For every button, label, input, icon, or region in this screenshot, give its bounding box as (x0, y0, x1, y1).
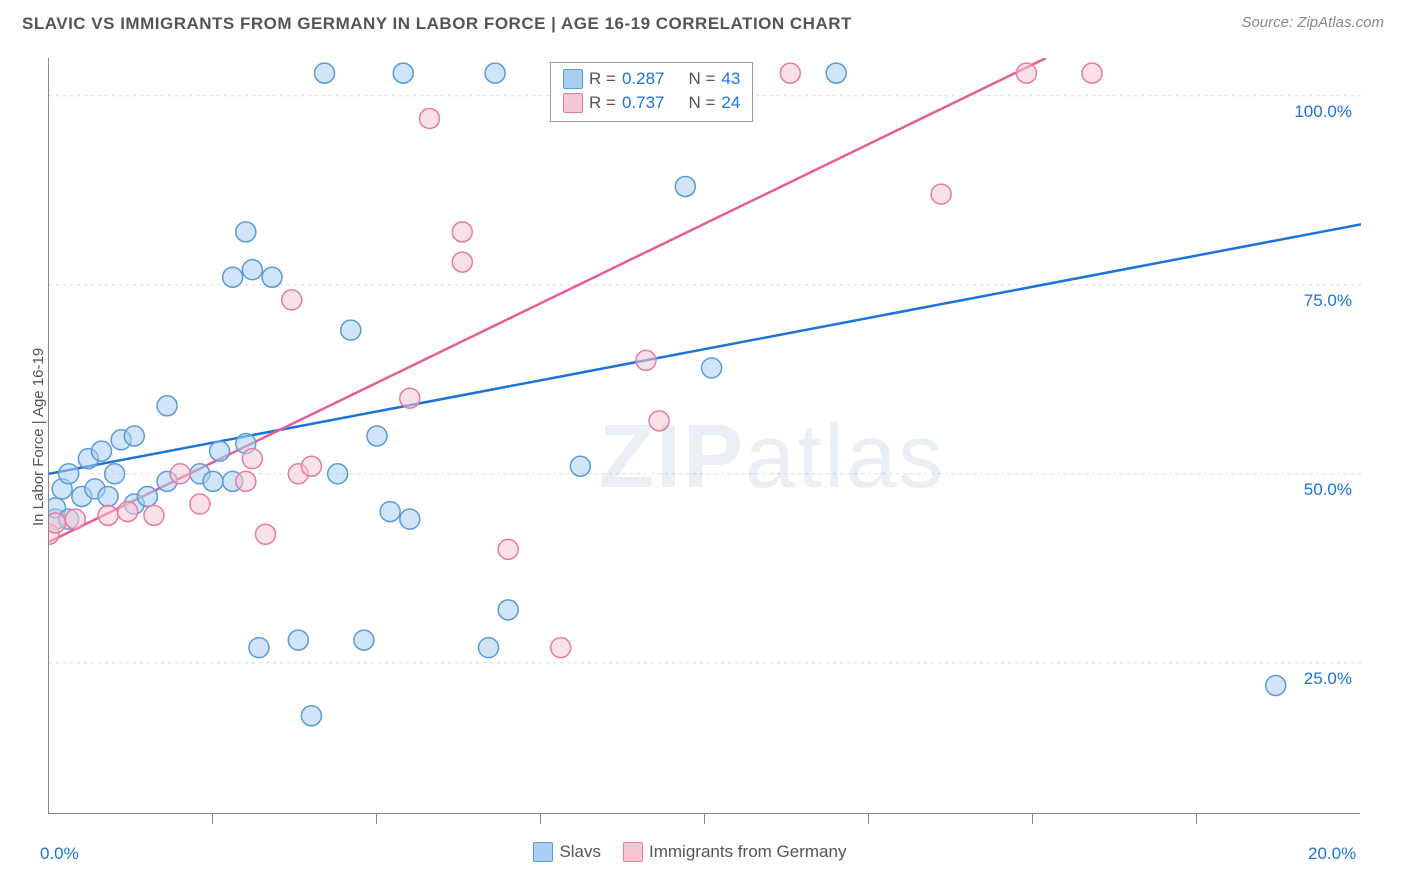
legend-swatch (623, 842, 643, 862)
data-point (498, 600, 518, 620)
data-point (485, 63, 505, 83)
data-point (170, 464, 190, 484)
data-point (301, 456, 321, 476)
r-label: R = (589, 69, 616, 89)
chart-plot-area (48, 58, 1360, 814)
r-value: 0.287 (622, 69, 665, 89)
x-tick (540, 814, 541, 824)
data-point (137, 486, 157, 506)
data-point (315, 63, 335, 83)
data-point (301, 706, 321, 726)
x-axis-max-label: 20.0% (1308, 844, 1356, 864)
y-tick-label: 50.0% (1282, 480, 1352, 500)
data-point (190, 494, 210, 514)
data-point (341, 320, 361, 340)
data-point (826, 63, 846, 83)
r-label: R = (589, 93, 616, 113)
data-point (157, 396, 177, 416)
data-point (649, 411, 669, 431)
data-point (203, 471, 223, 491)
data-point (452, 222, 472, 242)
data-point (124, 426, 144, 446)
series-legend-item: Immigrants from Germany (623, 842, 846, 862)
legend-swatch (563, 69, 583, 89)
data-point (675, 177, 695, 197)
data-point (118, 502, 138, 522)
data-point (1082, 63, 1102, 83)
legend-row: R = 0.287 N = 43 (563, 67, 740, 91)
data-point (98, 505, 118, 525)
data-point (236, 222, 256, 242)
data-point (210, 441, 230, 461)
data-point (98, 486, 118, 506)
legend-row: R = 0.737 N = 24 (563, 91, 740, 115)
data-point (242, 260, 262, 280)
data-point (400, 509, 420, 529)
data-point (570, 456, 590, 476)
y-tick-label: 75.0% (1282, 291, 1352, 311)
data-point (65, 509, 85, 529)
data-point (479, 638, 499, 658)
data-point (262, 267, 282, 287)
data-point (393, 63, 413, 83)
data-point (288, 630, 308, 650)
chart-header: SLAVIC VS IMMIGRANTS FROM GERMANY IN LAB… (0, 0, 1406, 42)
legend-swatch (533, 842, 553, 862)
data-point (59, 464, 79, 484)
n-value: 43 (721, 69, 740, 89)
data-point (380, 502, 400, 522)
data-point (242, 449, 262, 469)
data-point (354, 630, 374, 650)
data-point (367, 426, 387, 446)
y-tick-label: 25.0% (1282, 669, 1352, 689)
data-point (780, 63, 800, 83)
data-point (144, 505, 164, 525)
data-point (255, 524, 275, 544)
data-point (282, 290, 302, 310)
series-legend-item: Slavs (533, 842, 601, 862)
x-tick (1032, 814, 1033, 824)
chart-title: SLAVIC VS IMMIGRANTS FROM GERMANY IN LAB… (22, 14, 852, 34)
r-value: 0.737 (622, 93, 665, 113)
y-axis-label: In Labor Force | Age 16-19 (30, 348, 47, 526)
data-point (551, 638, 571, 658)
data-point (249, 638, 269, 658)
data-point (1016, 63, 1036, 83)
x-tick (376, 814, 377, 824)
series-legend: Slavs Immigrants from Germany (533, 842, 846, 862)
series-label: Immigrants from Germany (649, 842, 846, 862)
x-tick (1196, 814, 1197, 824)
correlation-legend: R = 0.287 N = 43 R = 0.737 N = 24 (550, 62, 753, 122)
x-tick (704, 814, 705, 824)
data-point (702, 358, 722, 378)
data-point (236, 471, 256, 491)
data-point (400, 388, 420, 408)
data-point (419, 108, 439, 128)
n-label: N = (688, 69, 715, 89)
n-value: 24 (721, 93, 740, 113)
chart-source: Source: ZipAtlas.com (1241, 14, 1384, 31)
x-tick (212, 814, 213, 824)
data-point (91, 441, 111, 461)
y-tick-label: 100.0% (1282, 102, 1352, 122)
data-point (452, 252, 472, 272)
data-point (498, 539, 518, 559)
n-label: N = (688, 93, 715, 113)
x-tick (868, 814, 869, 824)
data-point (105, 464, 125, 484)
data-point (328, 464, 348, 484)
data-point (49, 513, 66, 533)
series-label: Slavs (559, 842, 601, 862)
scatter-svg (49, 58, 1361, 814)
x-axis-min-label: 0.0% (40, 844, 79, 864)
legend-swatch (563, 93, 583, 113)
data-point (636, 350, 656, 370)
data-point (223, 267, 243, 287)
data-point (931, 184, 951, 204)
